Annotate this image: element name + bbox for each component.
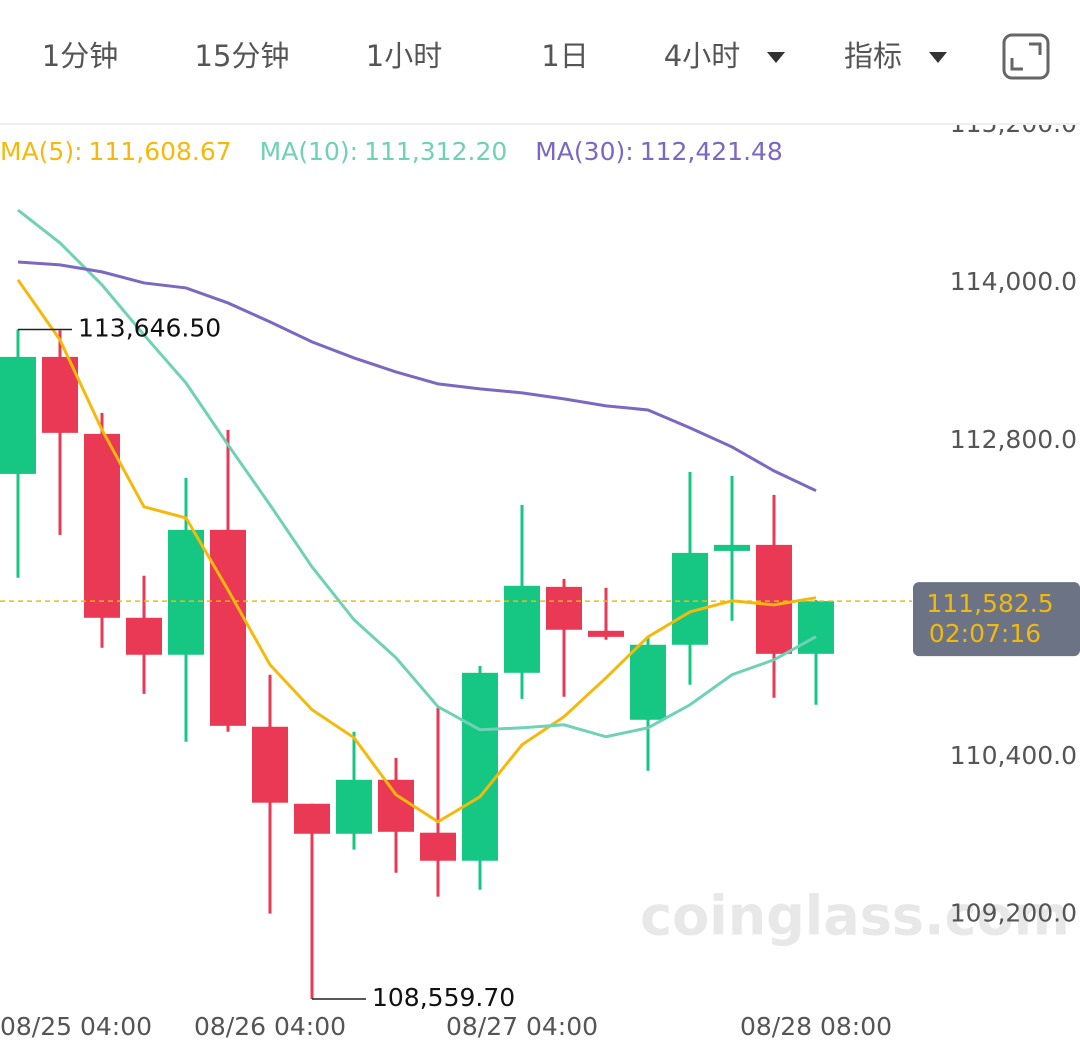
candle-body: [756, 544, 792, 654]
x-tick-label: 08/26 04:00: [194, 1012, 346, 1040]
tab[interactable]: 4小时: [664, 39, 740, 73]
candle-body: [42, 356, 78, 433]
header-bg: [0, 0, 1080, 123]
candle-body: [84, 433, 120, 618]
candle-body: [126, 617, 162, 655]
y-tick-label: 109,200.0: [950, 899, 1077, 928]
legend-name: MA(10): [260, 137, 350, 166]
header: 1分钟 15分钟 1小时 1日 4小时 指标: [0, 0, 1080, 125]
fullscreen-frame: [1002, 33, 1050, 80]
y-tick-label: 114,000.0: [950, 267, 1077, 296]
legend-separator: :: [625, 137, 633, 166]
candle-body: [210, 529, 246, 726]
legend-value: 112,421.48: [640, 137, 783, 166]
candle-body: [504, 585, 540, 673]
ma-line: [17, 208, 817, 739]
candle-body: [168, 529, 204, 655]
tab[interactable]: 1日: [541, 39, 588, 73]
candle-body: [252, 726, 288, 803]
price-box: [913, 582, 1080, 657]
watermark: coinglass.com: [640, 885, 1070, 948]
ma-line: [17, 260, 817, 493]
countdown: 02:07:16: [929, 619, 1041, 648]
legend-value: 111,312.20: [364, 137, 507, 166]
ma-line: [16, 279, 817, 824]
x-tick-label: 08/27 04:00: [446, 1012, 598, 1040]
dropdown-caret[interactable]: [767, 52, 785, 63]
legend-entry: MA(30): 112,421.48: [535, 137, 783, 166]
x-tick-label: 08/25 04:00: [0, 1012, 152, 1040]
tab[interactable]: 1分钟: [42, 39, 118, 73]
candle-body: [798, 601, 834, 654]
dropdown-caret[interactable]: [929, 52, 947, 63]
candle-body: [462, 672, 498, 861]
tab[interactable]: 指标: [844, 39, 902, 73]
candle-body: [546, 586, 582, 630]
current-price-label: 111,582.5: [926, 589, 1053, 618]
candle-body: [294, 803, 330, 834]
candle-body: [336, 779, 372, 834]
legend-name: MA(5): [0, 137, 74, 166]
annotation-label: 113,646.50: [78, 313, 221, 342]
tab[interactable]: 1小时: [366, 39, 442, 73]
candle-body: [0, 356, 36, 474]
y-tick-label: 110,400.0: [950, 741, 1077, 770]
candle-body: [378, 779, 414, 832]
annotation-label: 108,559.70: [372, 983, 515, 1012]
legend-entry: MA(5): 111,608.67: [0, 137, 232, 166]
x-tick-label: 08/28 08:00: [740, 1012, 892, 1040]
candle-body: [714, 544, 750, 551]
legend-value: 111,608.67: [89, 137, 232, 166]
fullscreen-arrows: [1010, 42, 1042, 71]
y-tick-label: 112,800.0: [950, 425, 1077, 454]
legend-name: MA(30): [535, 137, 625, 166]
candle-body: [672, 552, 708, 645]
tab[interactable]: 15分钟: [195, 39, 290, 73]
candle-body: [588, 630, 624, 637]
legend-separator: :: [74, 137, 82, 166]
fullscreen-button[interactable]: [1002, 33, 1050, 80]
candle-body: [420, 832, 456, 861]
legend-entry: MA(10): 111,312.20: [260, 137, 508, 166]
candle-body: [630, 644, 666, 720]
legend-separator: :: [350, 137, 358, 166]
